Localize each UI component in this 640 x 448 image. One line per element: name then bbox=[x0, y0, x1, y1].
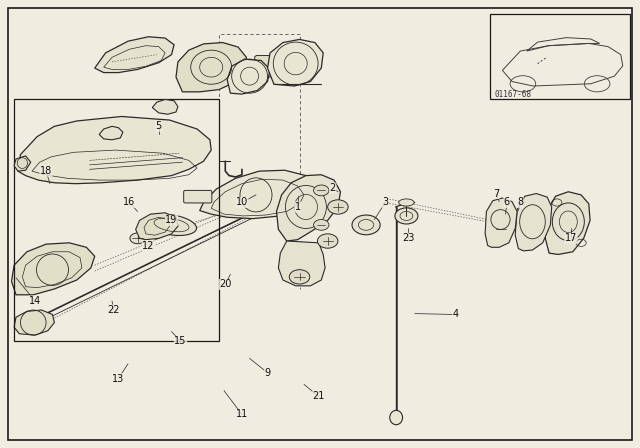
Ellipse shape bbox=[395, 208, 418, 224]
Text: 19: 19 bbox=[165, 215, 178, 225]
Text: 6: 6 bbox=[504, 198, 510, 207]
Text: 14: 14 bbox=[29, 296, 42, 306]
Ellipse shape bbox=[289, 270, 310, 284]
Text: 18: 18 bbox=[40, 166, 52, 176]
FancyBboxPatch shape bbox=[184, 190, 212, 203]
Text: 22: 22 bbox=[108, 305, 120, 315]
Bar bbox=[490, 14, 630, 99]
Polygon shape bbox=[18, 116, 211, 184]
Ellipse shape bbox=[314, 185, 329, 196]
Polygon shape bbox=[14, 310, 54, 335]
Ellipse shape bbox=[317, 234, 338, 248]
Text: 21: 21 bbox=[312, 392, 325, 401]
Text: 1: 1 bbox=[294, 202, 301, 212]
Text: 17: 17 bbox=[564, 233, 577, 243]
Ellipse shape bbox=[352, 215, 380, 235]
Ellipse shape bbox=[390, 410, 403, 425]
Text: 3: 3 bbox=[382, 198, 388, 207]
Text: 13: 13 bbox=[112, 374, 125, 383]
Text: 23: 23 bbox=[402, 233, 415, 243]
Text: 15: 15 bbox=[174, 336, 187, 346]
Ellipse shape bbox=[328, 200, 348, 214]
Polygon shape bbox=[14, 156, 31, 171]
Text: 5: 5 bbox=[156, 121, 162, 131]
Ellipse shape bbox=[314, 220, 329, 230]
Ellipse shape bbox=[399, 199, 414, 206]
Bar bbox=[14, 99, 219, 341]
Text: 2: 2 bbox=[330, 183, 336, 193]
Text: 4: 4 bbox=[452, 310, 459, 319]
Polygon shape bbox=[227, 59, 270, 94]
Polygon shape bbox=[99, 126, 123, 140]
Polygon shape bbox=[200, 170, 317, 219]
Polygon shape bbox=[95, 37, 174, 73]
Text: 10: 10 bbox=[236, 198, 248, 207]
Polygon shape bbox=[276, 175, 340, 241]
Polygon shape bbox=[515, 194, 552, 251]
Polygon shape bbox=[136, 213, 178, 240]
FancyBboxPatch shape bbox=[255, 56, 276, 77]
Text: 11: 11 bbox=[236, 409, 248, 419]
Polygon shape bbox=[12, 243, 95, 295]
Polygon shape bbox=[278, 241, 325, 286]
Ellipse shape bbox=[147, 214, 196, 236]
Text: 9: 9 bbox=[264, 368, 271, 378]
Text: 01167-68: 01167-68 bbox=[495, 90, 532, 99]
Polygon shape bbox=[268, 39, 323, 86]
Text: 7: 7 bbox=[493, 189, 499, 198]
Polygon shape bbox=[545, 192, 590, 254]
Polygon shape bbox=[485, 198, 517, 247]
Ellipse shape bbox=[130, 233, 145, 244]
Polygon shape bbox=[176, 43, 246, 92]
Polygon shape bbox=[152, 99, 178, 114]
Text: 12: 12 bbox=[142, 241, 155, 250]
Text: 20: 20 bbox=[219, 280, 232, 289]
Text: 8: 8 bbox=[517, 198, 524, 207]
Text: 16: 16 bbox=[123, 198, 136, 207]
